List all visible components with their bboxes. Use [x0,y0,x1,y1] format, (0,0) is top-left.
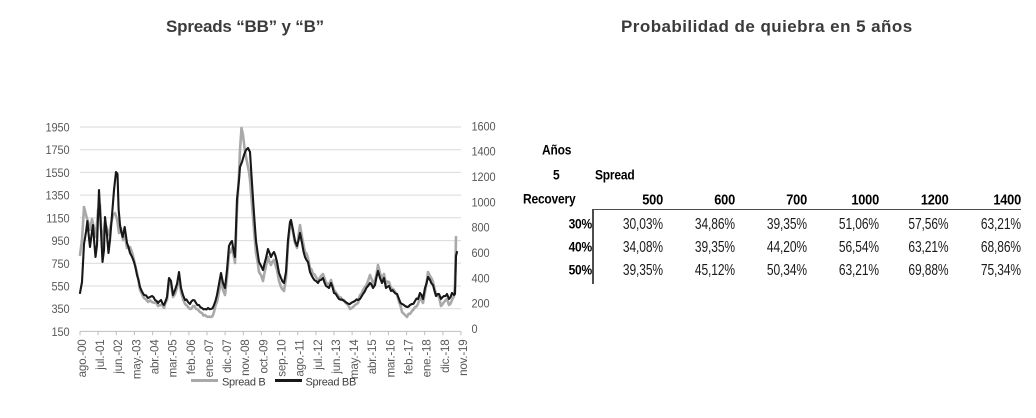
svg-text:nov.-08: nov.-08 [239,340,252,376]
svg-text:1000: 1000 [472,196,497,210]
svg-text:sep.-10: sep.-10 [276,340,289,377]
svg-text:200: 200 [472,297,491,311]
svg-text:nov.-19: nov.-19 [457,340,470,376]
svg-text:1750: 1750 [45,144,70,158]
svg-text:1950: 1950 [45,121,70,135]
svg-text:800: 800 [472,221,491,235]
svg-text:750: 750 [51,257,70,271]
svg-text:ago.-11: ago.-11 [294,340,307,377]
svg-text:0: 0 [472,322,479,336]
svg-text:1200: 1200 [472,171,497,185]
svg-text:abr.-04: abr.-04 [149,339,162,374]
svg-text:350: 350 [51,303,70,317]
svg-text:950: 950 [51,234,70,248]
svg-text:feb.-06: feb.-06 [185,340,198,375]
svg-text:Spread B: Spread B [222,377,265,389]
svg-text:mar.-16: mar.-16 [384,340,397,378]
svg-text:oct.-09: oct.-09 [257,340,270,374]
svg-text:ene.-18: ene.-18 [421,340,434,378]
svg-text:550: 550 [51,280,70,294]
svg-text:abr.-15: abr.-15 [366,340,379,375]
svg-text:may.-03: may.-03 [130,340,143,380]
svg-text:1600: 1600 [472,120,497,134]
svg-text:mar.-05: mar.-05 [167,340,180,378]
svg-text:1350: 1350 [45,189,70,203]
svg-text:jun.-13: jun.-13 [330,340,343,375]
svg-text:1150: 1150 [46,212,70,226]
svg-text:feb.-17: feb.-17 [403,340,416,375]
svg-text:jul.-12: jul.-12 [312,340,325,371]
svg-text:1550: 1550 [45,166,70,180]
svg-text:ago.-00: ago.-00 [76,340,89,378]
svg-text:1400: 1400 [472,145,497,159]
svg-text:dic.-07: dic.-07 [221,340,234,373]
svg-text:400: 400 [472,272,491,286]
svg-text:jun.-02: jun.-02 [112,340,125,375]
svg-text:Spread BB: Spread BB [306,377,357,389]
svg-text:150: 150 [51,325,70,339]
svg-text:ene.-07: ene.-07 [203,340,216,378]
svg-text:jul.-01: jul.-01 [94,340,107,371]
svg-text:may.-14: may.-14 [348,339,361,379]
svg-text:600: 600 [472,247,491,261]
svg-text:dic.-18: dic.-18 [439,340,452,373]
